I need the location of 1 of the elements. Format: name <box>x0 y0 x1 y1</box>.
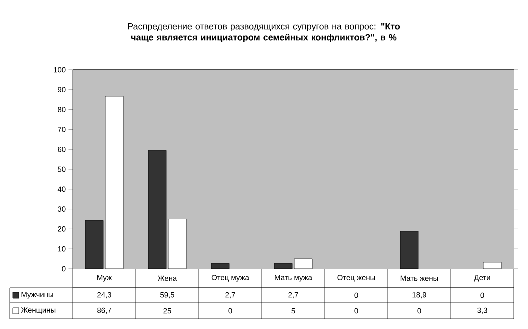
chart-title: Распределение ответов разводящихся супругов на вопрос: "Кто чаще является инициатором семейных конфликтов?", в % <box>128 24 400 42</box>
